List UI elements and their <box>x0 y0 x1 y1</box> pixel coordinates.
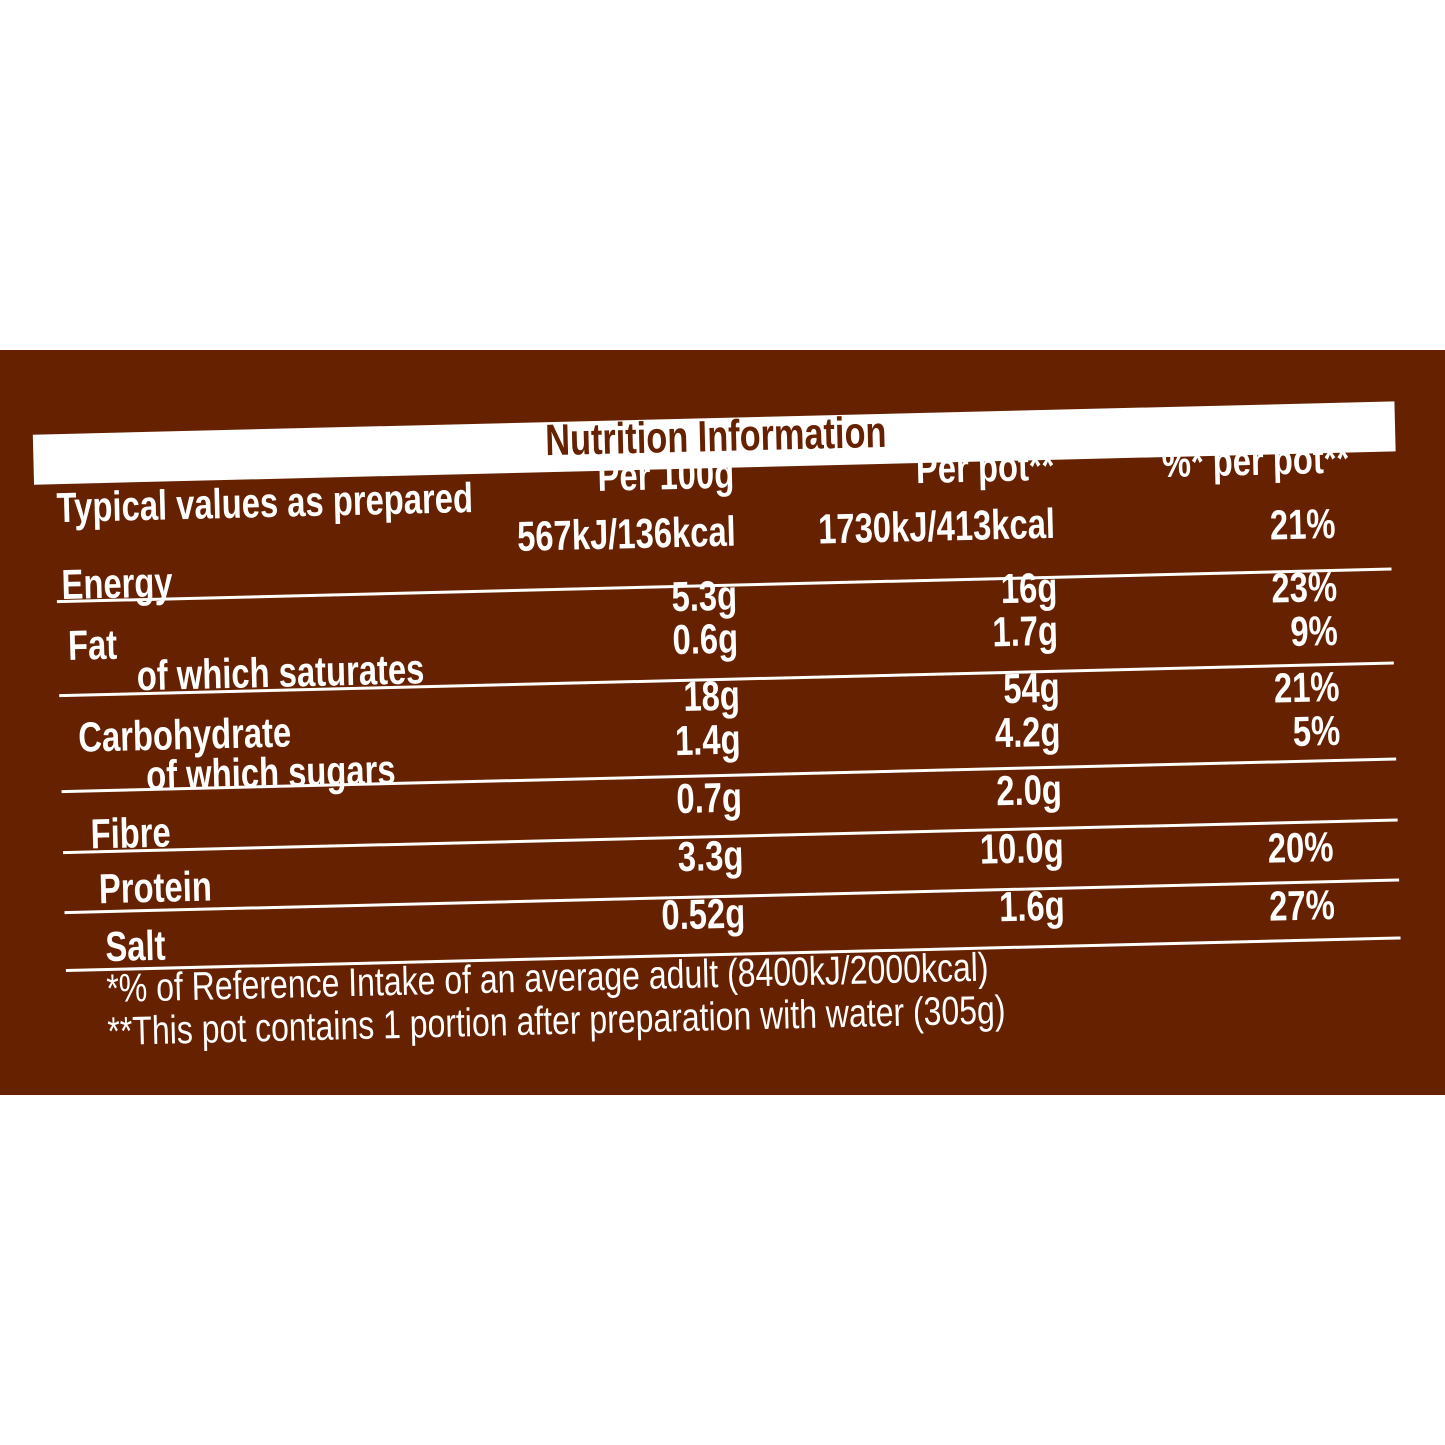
protein-per-pot: 10.0g <box>978 823 1064 873</box>
salt-ri: 27% <box>1268 881 1336 930</box>
header-per-pot: Per pot** <box>914 441 1055 493</box>
header-ri: %* per pot** <box>1160 434 1350 487</box>
row-label-sugars: of which sugars <box>145 745 397 800</box>
sugars-per-pot: 4.2g <box>994 707 1061 757</box>
energy-per100g: 567kJ/136kcal <box>516 507 736 560</box>
saturates-per100g: 0.6g <box>671 614 739 664</box>
energy-ri: 21% <box>1269 499 1336 549</box>
carbohydrate-per-pot: 54g <box>1002 663 1060 713</box>
sugars-ri: 5% <box>1292 706 1342 755</box>
protein-ri: 20% <box>1267 823 1334 872</box>
fat-per100g: 5.3g <box>670 571 738 621</box>
protein-per100g: 3.3g <box>677 831 744 881</box>
header-label: Typical values as prepared <box>56 473 474 532</box>
fibre-per-pot: 2.0g <box>995 765 1063 815</box>
fat-ri: 23% <box>1270 562 1338 612</box>
saturates-ri: 9% <box>1290 606 1339 656</box>
header-per100g: Per 100g <box>596 449 735 500</box>
carbohydrate-ri: 21% <box>1273 662 1340 712</box>
row-label-protein: Protein <box>98 862 213 913</box>
nutrition-panel: Nutrition Information Typical values as … <box>0 350 1445 1095</box>
salt-per100g: 0.52g <box>660 889 746 939</box>
carbohydrate-per100g: 18g <box>682 671 740 720</box>
salt-per-pot: 1.6g <box>998 881 1066 931</box>
fibre-per100g: 0.7g <box>675 773 743 823</box>
row-label-fat: Fat <box>67 620 118 669</box>
sugars-per100g: 1.4g <box>674 715 742 765</box>
energy-per-pot: 1730kJ/413kcal <box>817 499 1056 553</box>
row-label-salt: Salt <box>104 921 166 971</box>
fat-per-pot: 16g <box>999 563 1058 613</box>
saturates-per-pot: 1.7g <box>991 606 1059 656</box>
